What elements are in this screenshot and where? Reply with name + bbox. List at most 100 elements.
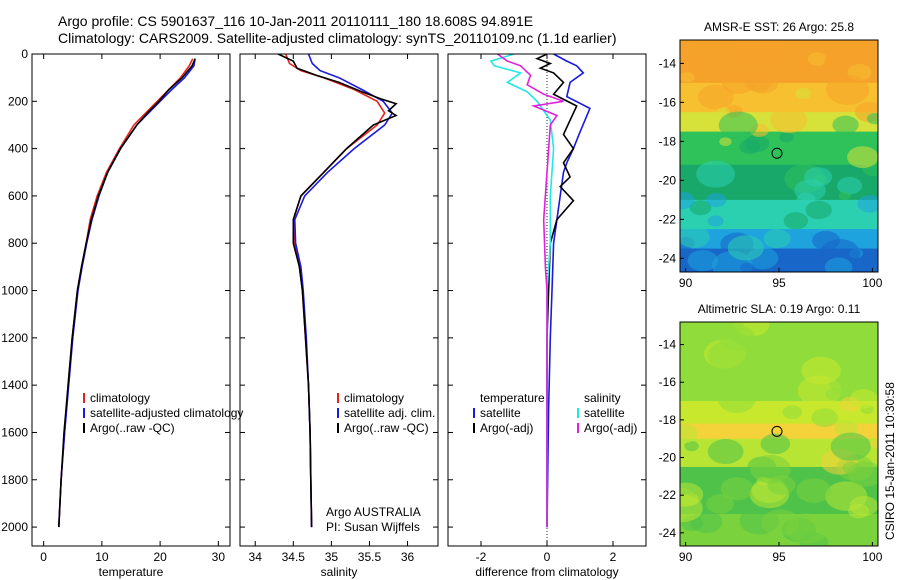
sla-argo-marker	[771, 425, 783, 437]
sst-blob	[697, 84, 734, 110]
temperature-ytick-label: 600	[8, 189, 28, 203]
sst-blob	[721, 70, 756, 95]
temperature-xtick-label: 20	[153, 550, 167, 564]
salinity-line-climatology	[284, 54, 386, 528]
sst-blob	[687, 249, 718, 272]
sla-blob	[680, 494, 703, 523]
temperature-ytick-label: 1600	[1, 425, 28, 439]
sst-ytick-label: -22	[659, 212, 677, 226]
temperature-legend-label: climatology	[90, 391, 150, 405]
sst-blob	[696, 160, 736, 188]
sla-blob	[848, 503, 870, 519]
temperature-ytick-label: 400	[8, 142, 28, 156]
salinity-xtick-label: 36	[401, 550, 415, 564]
sst-blob	[832, 115, 859, 135]
sst-blob	[680, 40, 695, 50]
sla-xtick-label: 90	[679, 550, 693, 564]
difference-line-sal-argo	[497, 54, 564, 528]
salinity-line-argo	[277, 54, 398, 528]
sla-blob	[842, 461, 861, 475]
temperature-ytick-label: 1200	[1, 331, 28, 345]
sst-blob	[795, 61, 813, 74]
sst-xtick-label: 90	[679, 276, 693, 290]
sst-map: AMSR-E SST: 26 Argo: 25.8 90 95 100 -14 -16 -1…	[659, 20, 883, 290]
sla-blob	[849, 389, 878, 409]
temperature-plot: 0 10 20 30 temperature 0 200 400 600 800 1000 1200 1…	[1, 47, 243, 579]
sst-blob	[716, 107, 730, 117]
temperature-ytick-label: 1400	[1, 378, 28, 392]
sst-blob	[740, 262, 755, 272]
sla-title: Altimetric SLA: 0.19 Argo: 0.11	[698, 302, 861, 316]
sst-blob	[783, 212, 809, 230]
salinity-plot: 34 34.5 35 35.5 36 salinity climatologysatelli…	[239, 53, 439, 579]
sst-ytick-label: -16	[659, 95, 677, 109]
sst-blob	[770, 107, 808, 134]
sla-blob	[760, 433, 791, 455]
difference-legend-temp-label: temperature	[480, 391, 545, 405]
difference-legend-sal-label: salinity	[584, 391, 621, 405]
sla-blob	[706, 494, 734, 514]
sst-blob	[866, 112, 878, 125]
sst-blob	[680, 57, 700, 76]
sst-blob	[727, 235, 764, 261]
temperature-ytick-label: 800	[8, 236, 28, 250]
sst-field	[680, 40, 878, 272]
sst-blob	[707, 215, 724, 227]
sst-blob	[739, 139, 761, 155]
header-line2: Climatology: CARS2009. Satellite-adjuste…	[58, 30, 616, 46]
sst-ytick-label: -24	[659, 251, 677, 265]
temperature-frame	[31, 53, 231, 547]
sst-blob	[847, 146, 878, 169]
sla-blob	[720, 477, 754, 501]
difference-line-sal-satellite	[489, 54, 555, 528]
sla-blob	[719, 325, 756, 351]
temperature-xtick-label: 10	[95, 550, 109, 564]
sla-blob	[833, 329, 857, 347]
sla-blob	[830, 432, 871, 461]
difference-line-temp-argo	[535, 54, 578, 528]
salinity-xtick-label: 34	[249, 550, 263, 564]
temperature-line-argo	[58, 58, 196, 528]
salinity-xtick-label: 35.5	[358, 550, 382, 564]
difference-legend-sal-label: Argo(-adj)	[584, 421, 637, 435]
difference-series-group	[489, 54, 591, 546]
temperature-legend-label: Argo(..raw -QC)	[90, 421, 175, 435]
salinity-frame	[239, 53, 439, 547]
temperature-ytick-label: 2000	[1, 520, 28, 534]
sst-xtick-label: 100	[862, 276, 882, 290]
sst-blob	[706, 193, 727, 208]
sst-blob	[680, 191, 695, 210]
sst-xtick-label: 95	[772, 276, 786, 290]
sla-blob	[854, 528, 878, 546]
sst-title: AMSR-E SST: 26 Argo: 25.8	[704, 20, 854, 34]
sst-blob	[763, 229, 791, 249]
sla-xtick-label: 95	[772, 550, 786, 564]
salinity-annotation: PI: Susan Wijffels	[326, 520, 420, 534]
sla-blob	[796, 478, 832, 503]
salinity-legend-label: Argo(..raw -QC)	[344, 421, 429, 435]
sla-ytick-label: -16	[659, 375, 677, 389]
sst-blob	[719, 137, 732, 147]
sst-blob	[737, 44, 763, 63]
sla-blob	[680, 424, 698, 444]
salinity-series-group	[277, 54, 398, 528]
salinity-legend-label: satellite adj. clim.	[344, 406, 435, 420]
sla-blob	[782, 405, 803, 420]
sla-field	[680, 322, 878, 546]
difference-legend-temp-label: satellite	[480, 406, 521, 420]
sst-blob	[718, 111, 758, 139]
sla-blob	[855, 322, 878, 350]
sst-blob	[689, 200, 712, 216]
sla-ytick-label: -20	[659, 451, 677, 465]
sla-blob	[869, 438, 878, 449]
salinity-xtick-label: 35	[325, 550, 339, 564]
difference-xtick-label: 2	[610, 550, 617, 564]
sla-ytick-label: -22	[659, 488, 677, 502]
sla-blob	[811, 408, 839, 428]
salinity-legend-label: climatology	[344, 391, 404, 405]
sst-blob	[825, 74, 870, 105]
temperature-line-satellite	[58, 58, 196, 528]
sst-blob	[807, 52, 827, 66]
sla-blob	[801, 356, 841, 385]
